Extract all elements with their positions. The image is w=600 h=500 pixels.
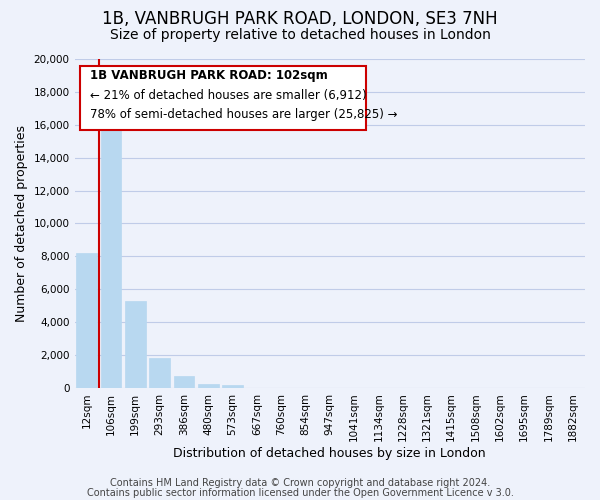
- Text: Contains public sector information licensed under the Open Government Licence v : Contains public sector information licen…: [86, 488, 514, 498]
- Bar: [101, 115, 121, 388]
- Text: 1B VANBRUGH PARK ROAD: 102sqm: 1B VANBRUGH PARK ROAD: 102sqm: [90, 69, 328, 82]
- Bar: [76, 253, 97, 388]
- Text: Contains HM Land Registry data © Crown copyright and database right 2024.: Contains HM Land Registry data © Crown c…: [110, 478, 490, 488]
- FancyBboxPatch shape: [80, 66, 365, 130]
- Bar: [125, 300, 146, 388]
- Bar: [149, 358, 170, 388]
- Text: Size of property relative to detached houses in London: Size of property relative to detached ho…: [110, 28, 490, 42]
- Y-axis label: Number of detached properties: Number of detached properties: [15, 125, 28, 322]
- Bar: [198, 384, 218, 388]
- Bar: [222, 386, 243, 388]
- Text: ← 21% of detached houses are smaller (6,912): ← 21% of detached houses are smaller (6,…: [90, 88, 367, 102]
- X-axis label: Distribution of detached houses by size in London: Distribution of detached houses by size …: [173, 447, 486, 460]
- Bar: [173, 376, 194, 388]
- Text: 1B, VANBRUGH PARK ROAD, LONDON, SE3 7NH: 1B, VANBRUGH PARK ROAD, LONDON, SE3 7NH: [102, 10, 498, 28]
- Text: 78% of semi-detached houses are larger (25,825) →: 78% of semi-detached houses are larger (…: [90, 108, 397, 122]
